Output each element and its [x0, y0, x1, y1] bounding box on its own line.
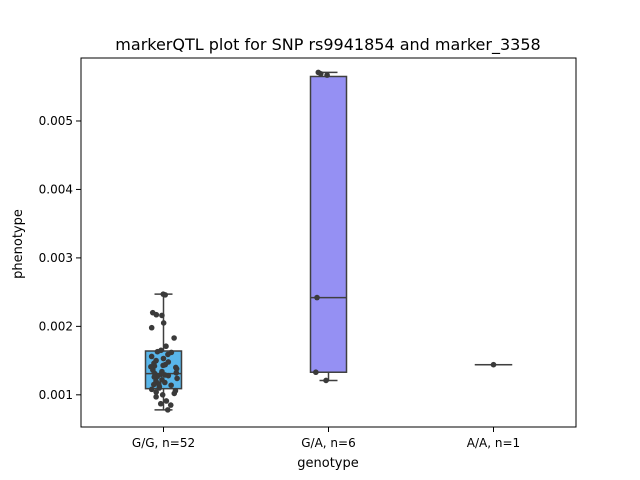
data-point [160, 320, 167, 326]
data-point [174, 375, 180, 382]
data-point [324, 72, 330, 78]
data-point [148, 324, 155, 331]
data-point [157, 400, 164, 407]
y-tick-label: 0.002 [39, 319, 73, 333]
data-point [167, 402, 174, 408]
y-axis-ticks: 0.001 0.002 0.003 0.004 0.005 [39, 114, 81, 402]
box-iqr [309, 75, 348, 373]
data-point [154, 348, 161, 355]
data-point [171, 390, 178, 397]
data-point [171, 335, 177, 341]
axes-frame [80, 57, 577, 428]
data-point [153, 394, 159, 400]
data-point [163, 343, 169, 350]
box-group [309, 71, 348, 382]
plot-area [144, 69, 513, 413]
data-point [317, 70, 324, 77]
data-point [173, 366, 180, 372]
data-point [164, 407, 171, 413]
data-point [148, 353, 155, 360]
x-tick-label: G/A, n=6 [301, 436, 355, 450]
data-point [163, 398, 170, 404]
data-point [165, 372, 172, 379]
data-point [160, 355, 167, 362]
y-axis-label: phenotype [11, 209, 26, 279]
y-tick-label: 0.004 [39, 182, 73, 196]
y-tick-label: 0.003 [39, 251, 73, 265]
y-tick-label: 0.005 [39, 114, 73, 128]
data-point [314, 294, 320, 301]
data-point [148, 386, 155, 393]
data-point [313, 369, 319, 376]
data-point [168, 382, 174, 389]
data-point [156, 385, 163, 391]
data-point [153, 311, 160, 318]
data-point [162, 379, 168, 386]
y-tick-label: 0.001 [39, 388, 73, 402]
data-point [153, 389, 159, 395]
x-axis-label: genotype [297, 456, 358, 471]
data-point [159, 312, 165, 319]
x-tick-label: A/A, n=1 [467, 436, 520, 450]
data-point [165, 351, 171, 358]
data-point [151, 381, 157, 388]
data-point [323, 377, 329, 384]
data-point [159, 392, 166, 398]
data-point [162, 292, 169, 298]
x-axis-ticks: G/G, n=52 G/A, n=6 A/A, n=1 [132, 427, 520, 450]
data-point [490, 361, 497, 368]
chart-title: markerQTL plot for SNP rs9941854 and mar… [115, 35, 540, 55]
x-tick-label: G/G, n=52 [132, 436, 195, 450]
data-point [173, 370, 180, 376]
data-point [160, 362, 166, 369]
